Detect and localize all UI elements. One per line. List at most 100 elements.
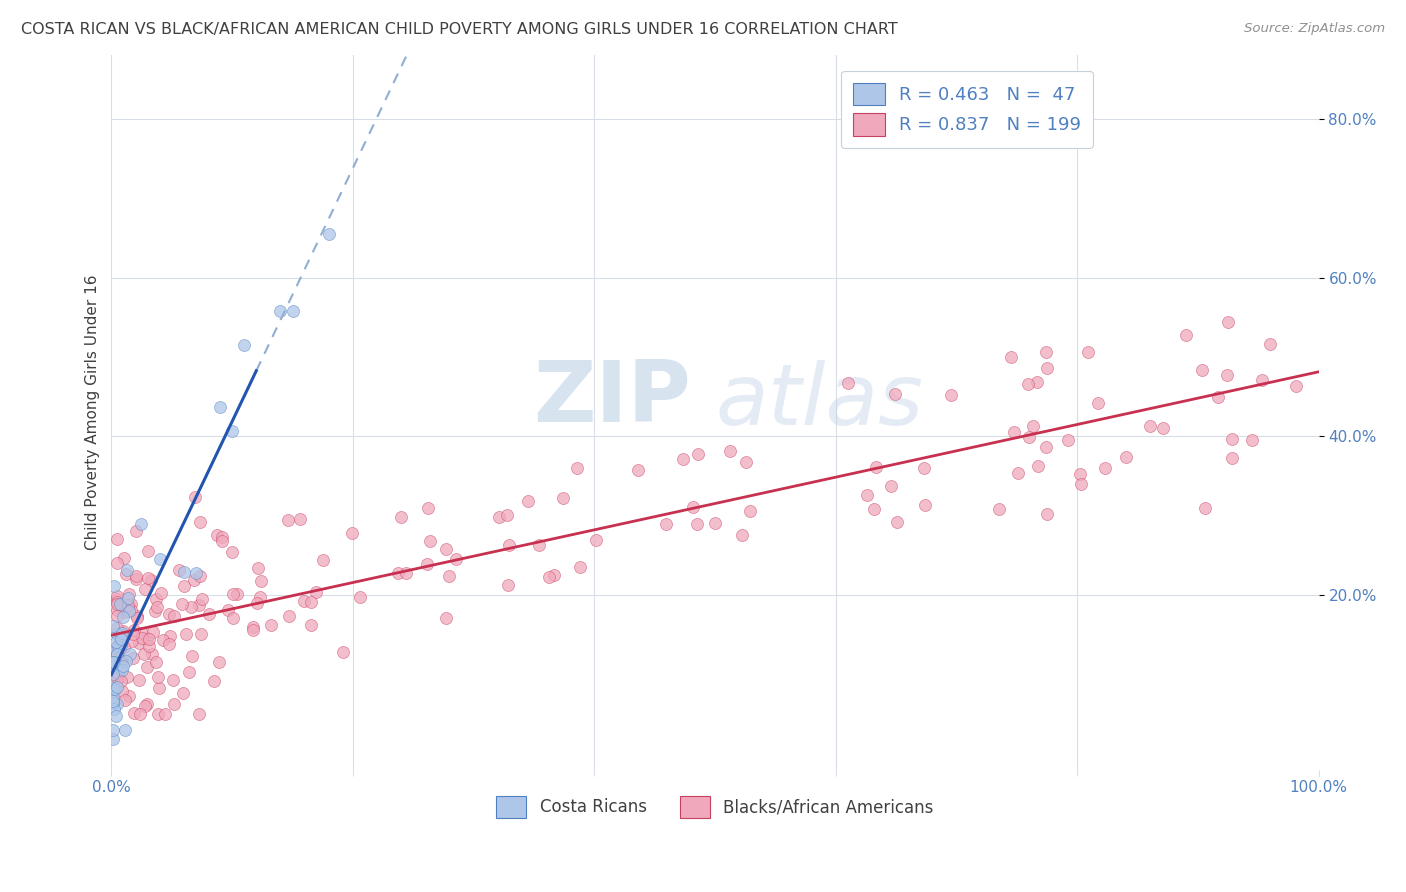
Point — [1220, 450, 1243, 465]
Point — [117, 591, 139, 606]
Point — [188, 599, 211, 613]
Point — [112, 640, 135, 654]
Point — [204, 673, 226, 688]
Point — [269, 303, 291, 318]
Point — [107, 533, 129, 547]
Point — [111, 683, 134, 698]
Point — [120, 647, 142, 661]
Point — [281, 304, 304, 318]
Point — [115, 670, 138, 684]
Point — [1035, 345, 1057, 359]
Point — [115, 654, 138, 668]
Point — [118, 604, 141, 618]
Point — [1077, 345, 1099, 359]
Point — [1139, 419, 1161, 434]
Point — [118, 586, 141, 600]
Legend: Costa Ricans, Blacks/African Americans: Costa Ricans, Blacks/African Americans — [488, 788, 942, 826]
Point — [567, 460, 589, 475]
Point — [155, 707, 177, 722]
Point — [654, 517, 676, 532]
Point — [221, 545, 243, 559]
Point — [110, 661, 132, 675]
Point — [1026, 458, 1049, 473]
Point — [188, 515, 211, 529]
Point — [145, 604, 167, 618]
Point — [121, 633, 143, 648]
Point — [1115, 450, 1137, 464]
Point — [446, 552, 468, 566]
Point — [585, 533, 607, 547]
Point — [1241, 433, 1264, 447]
Point — [1087, 396, 1109, 410]
Point — [517, 494, 540, 508]
Point — [101, 696, 124, 710]
Point — [112, 551, 135, 566]
Point — [103, 655, 125, 669]
Point — [105, 647, 128, 661]
Point — [124, 623, 146, 637]
Point — [1220, 433, 1243, 447]
Point — [120, 597, 142, 611]
Point — [111, 663, 134, 677]
Point — [209, 400, 232, 414]
Point — [157, 637, 180, 651]
Point — [884, 387, 907, 401]
Point — [211, 534, 233, 549]
Point — [277, 513, 299, 527]
Point — [880, 479, 903, 493]
Point — [1026, 376, 1049, 390]
Point — [108, 631, 131, 645]
Point — [332, 645, 354, 659]
Point — [1036, 508, 1059, 522]
Point — [107, 556, 129, 570]
Text: ZIP: ZIP — [533, 357, 690, 440]
Point — [105, 680, 128, 694]
Point — [837, 376, 859, 390]
Point — [233, 338, 256, 352]
Point — [340, 526, 363, 541]
Point — [735, 455, 758, 469]
Point — [107, 658, 129, 673]
Point — [134, 648, 156, 662]
Point — [249, 590, 271, 604]
Point — [149, 552, 172, 566]
Point — [157, 607, 180, 621]
Point — [107, 589, 129, 603]
Point — [1206, 391, 1229, 405]
Point — [105, 697, 128, 711]
Point — [148, 707, 170, 722]
Point — [135, 697, 157, 711]
Point — [104, 658, 127, 673]
Point — [125, 524, 148, 539]
Point — [111, 624, 134, 639]
Point — [184, 490, 207, 504]
Point — [416, 501, 439, 516]
Point — [125, 572, 148, 586]
Point — [110, 674, 132, 689]
Point — [121, 626, 143, 640]
Point — [914, 498, 936, 512]
Point — [731, 528, 754, 542]
Point — [134, 698, 156, 713]
Point — [292, 593, 315, 607]
Point — [865, 460, 887, 475]
Point — [672, 452, 695, 467]
Point — [543, 568, 565, 582]
Point — [1057, 433, 1080, 447]
Point — [127, 611, 149, 625]
Point — [104, 635, 127, 649]
Point — [112, 610, 135, 624]
Point — [1022, 419, 1045, 434]
Point — [703, 516, 725, 530]
Point — [395, 566, 418, 581]
Y-axis label: Child Poverty Among Girls Under 16: Child Poverty Among Girls Under 16 — [86, 275, 100, 550]
Point — [278, 609, 301, 624]
Point — [127, 609, 149, 624]
Point — [188, 569, 211, 583]
Point — [114, 723, 136, 738]
Point — [416, 558, 439, 572]
Point — [163, 609, 186, 624]
Point — [114, 566, 136, 581]
Point — [101, 694, 124, 708]
Point — [260, 618, 283, 632]
